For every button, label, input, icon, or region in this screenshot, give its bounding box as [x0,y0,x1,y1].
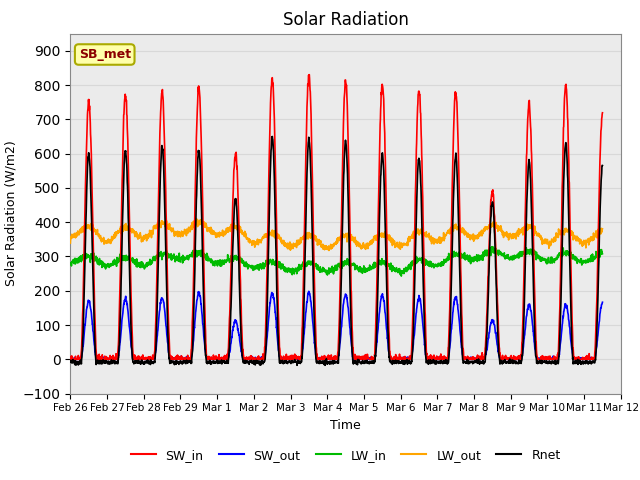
Legend: SW_in, SW_out, LW_in, LW_out, Rnet: SW_in, SW_out, LW_in, LW_out, Rnet [125,444,566,467]
X-axis label: Time: Time [330,419,361,432]
Text: SB_met: SB_met [79,48,131,61]
Title: Solar Radiation: Solar Radiation [283,11,408,29]
Y-axis label: Solar Radiation (W/m2): Solar Radiation (W/m2) [4,141,17,287]
